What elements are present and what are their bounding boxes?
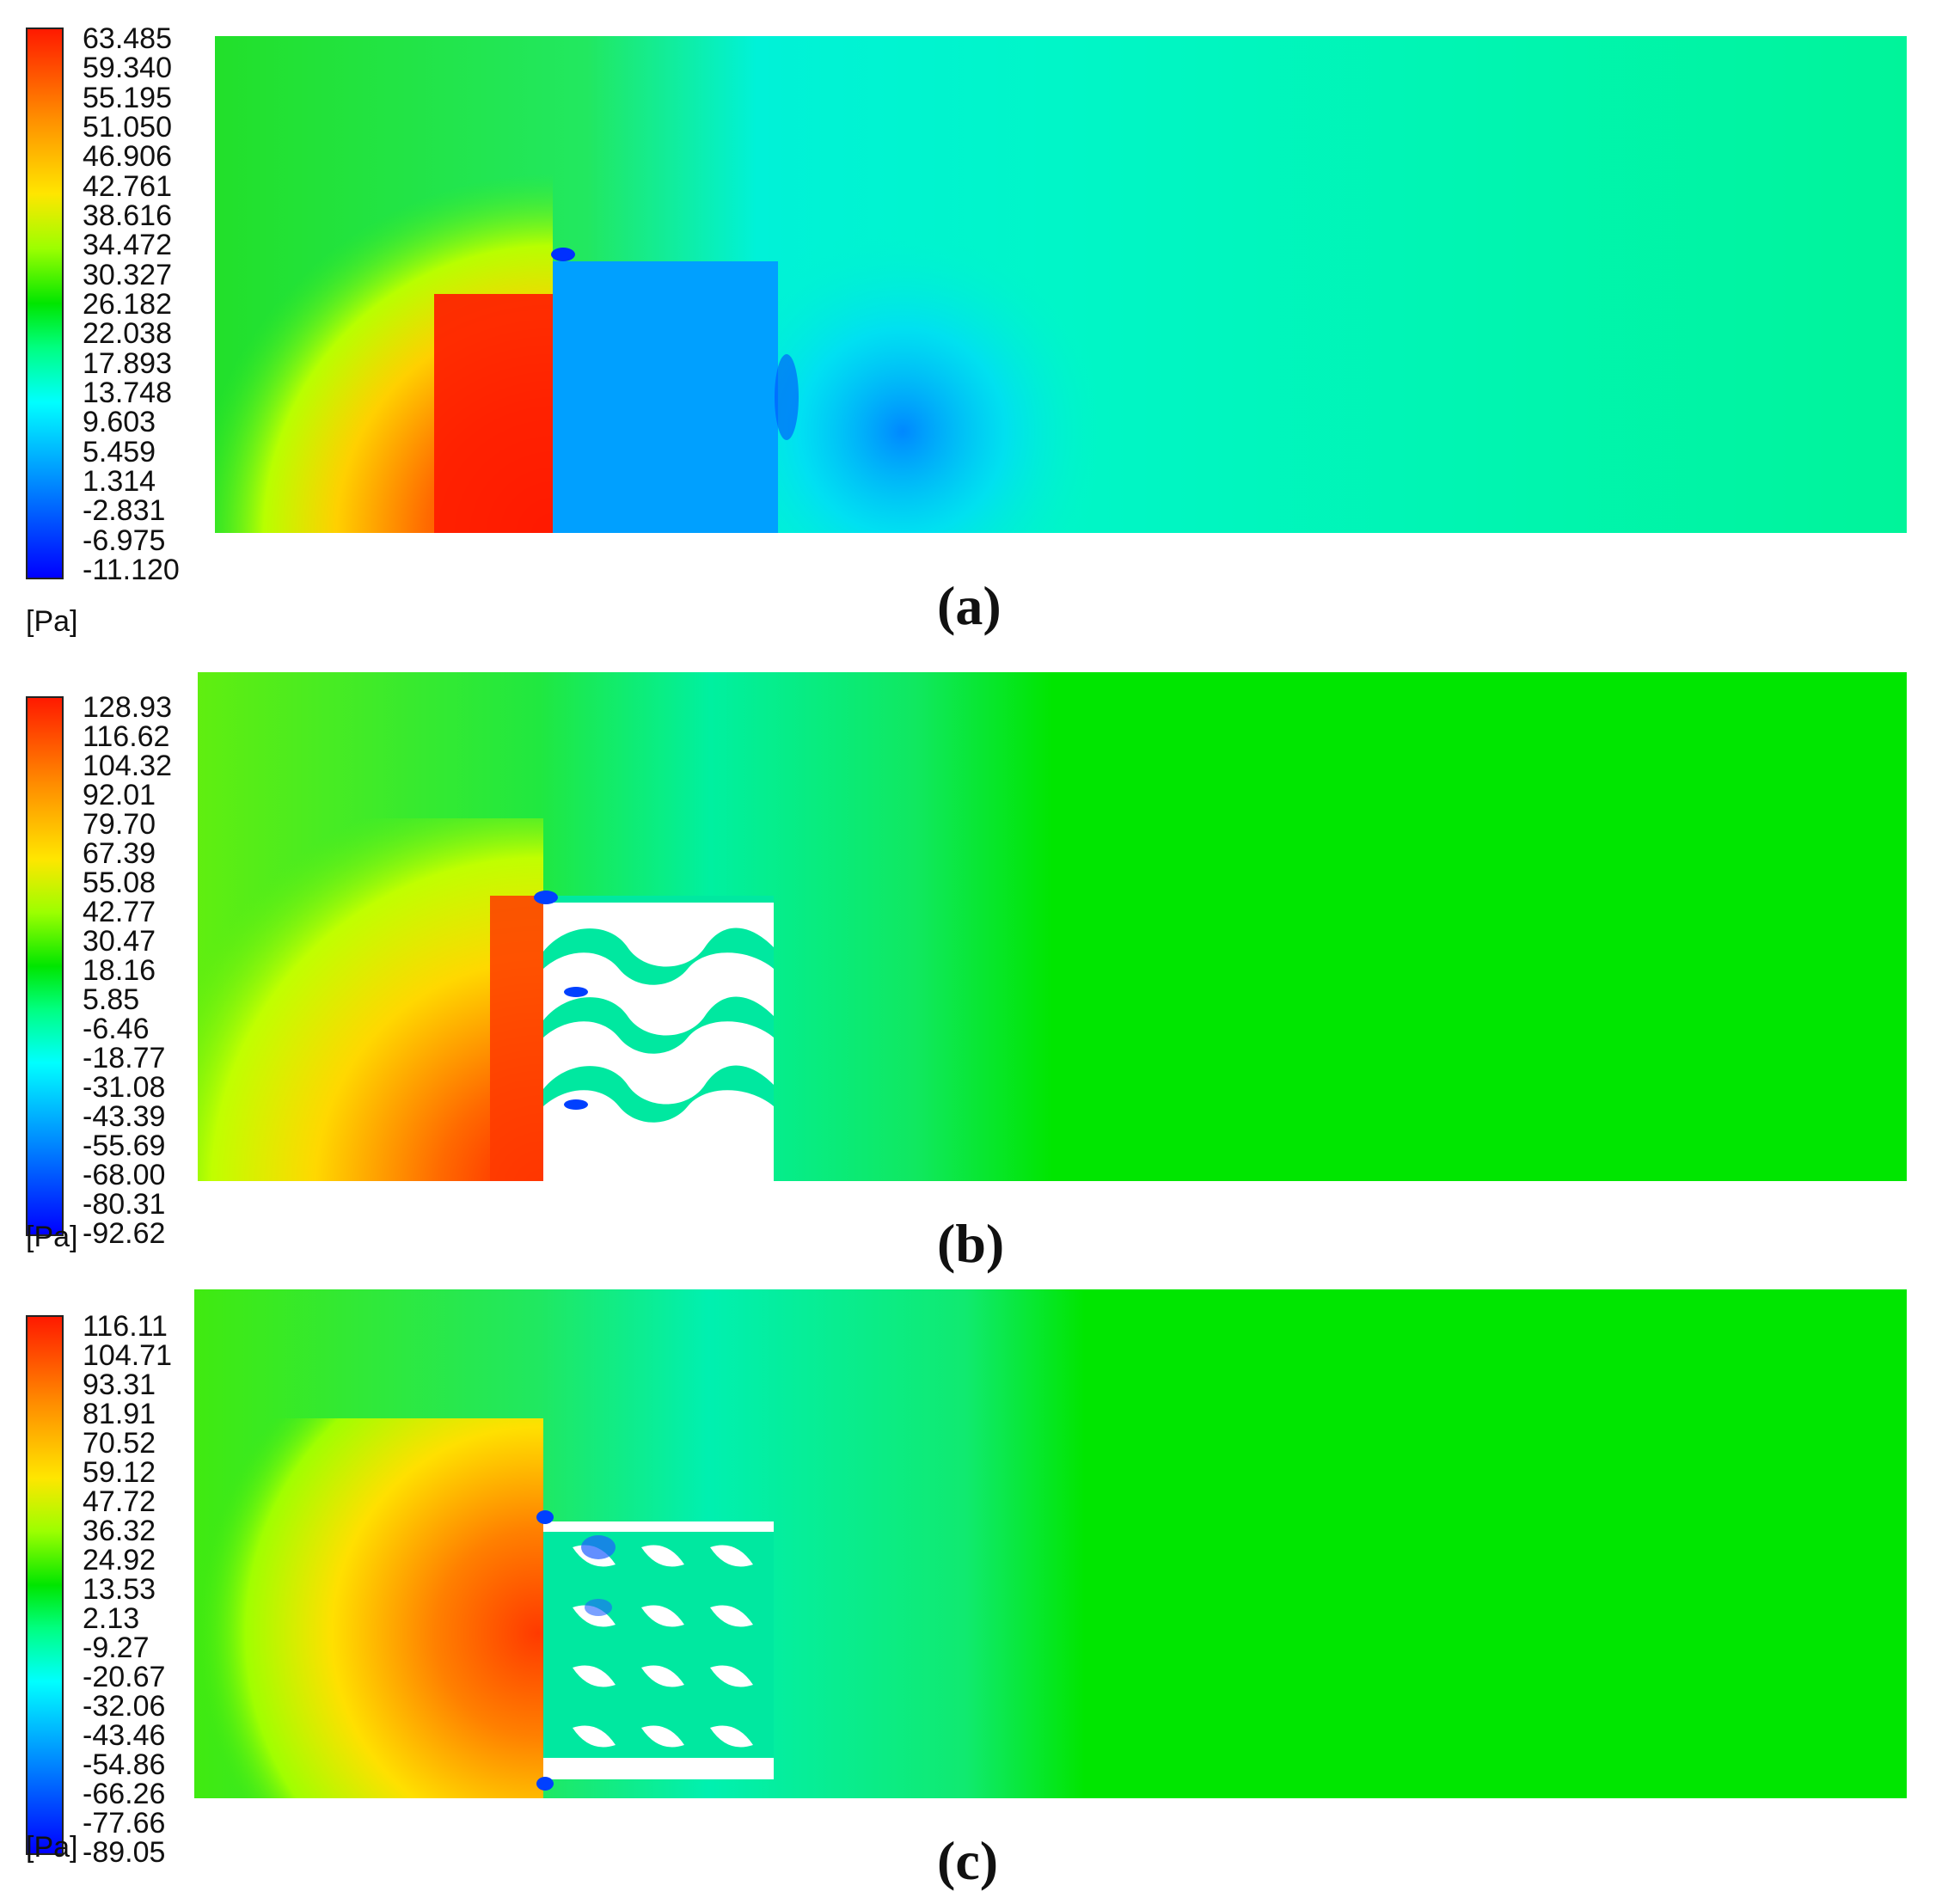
- tick-label: 24.92: [83, 1544, 156, 1576]
- unit-label: [Pa]: [26, 1831, 78, 1864]
- panel-a: 63.485 59.340 55.195 51.050 46.906 42.76…: [0, 0, 1948, 638]
- tick-label: 13.748: [83, 376, 172, 409]
- tick-label: 92.01: [83, 779, 156, 811]
- tick-label: 59.12: [83, 1456, 156, 1489]
- tick-label: 18.16: [83, 954, 156, 987]
- colorbar-b: [26, 696, 64, 1236]
- tick-label: -68.00: [83, 1159, 166, 1191]
- tick-label: 104.32: [83, 750, 172, 782]
- panel-c: 116.11 104.71 93.31 81.91 70.52 59.12 47…: [0, 1272, 1948, 1904]
- tick-label: -80.31: [83, 1188, 166, 1221]
- obstacle-wavy-b: [543, 903, 774, 1181]
- tick-label: 5.85: [83, 983, 140, 1016]
- tick-label: 59.340: [83, 52, 172, 85]
- tick-label: -43.39: [83, 1100, 166, 1133]
- tick-label: -9.27: [83, 1632, 150, 1664]
- colorbar-c: [26, 1315, 64, 1855]
- tick-label: 116.11: [83, 1310, 168, 1343]
- tick-label: -20.67: [83, 1661, 166, 1693]
- colorbar-ticks-b: 128.93 116.62 104.32 92.01 79.70 67.39 5…: [83, 691, 172, 1248]
- panel-label-c: (c): [937, 1830, 999, 1891]
- tick-label: -2.831: [83, 494, 166, 528]
- tick-label: 46.906: [83, 140, 172, 174]
- tick-label: 55.195: [83, 81, 172, 114]
- obstacle-block-a: [553, 261, 778, 533]
- tick-label: 5.459: [83, 435, 156, 468]
- tick-label: 42.761: [83, 169, 172, 203]
- tick-label: 34.472: [83, 229, 172, 262]
- tick-label: 81.91: [83, 1398, 156, 1430]
- tick-label: -55.69: [83, 1130, 166, 1162]
- panel-b: 128.93 116.62 104.32 92.01 79.70 67.39 5…: [0, 662, 1948, 1274]
- unit-label: [Pa]: [26, 605, 78, 638]
- colorbar-ticks-c: 116.11 104.71 93.31 81.91 70.52 59.12 47…: [83, 1310, 172, 1867]
- pressure-contour-a: [215, 36, 1907, 533]
- tick-label: 1.314: [83, 464, 156, 498]
- contour-svg-c: [194, 1289, 1907, 1798]
- contour-svg-a: [215, 36, 1907, 533]
- tick-label: 2.13: [83, 1602, 140, 1635]
- tick-label: -6.975: [83, 523, 166, 557]
- tick-label: 26.182: [83, 287, 172, 321]
- tick-label: 67.39: [83, 837, 156, 870]
- tick-label: 70.52: [83, 1427, 156, 1460]
- panel-label-a: (a): [937, 575, 1002, 636]
- tick-label: 79.70: [83, 808, 156, 841]
- colorbar-a: [26, 28, 64, 579]
- tick-label: 30.47: [83, 925, 156, 958]
- tick-label: -18.77: [83, 1042, 166, 1074]
- tick-label: 22.038: [83, 317, 172, 351]
- tick-label: -92.62: [83, 1217, 166, 1250]
- pressure-contour-c: [194, 1289, 1907, 1798]
- tick-label: 51.050: [83, 110, 172, 144]
- tick-label: -77.66: [83, 1807, 166, 1840]
- tick-label: -6.46: [83, 1013, 150, 1045]
- tick-label: 116.62: [83, 720, 170, 753]
- tick-label: -32.06: [83, 1690, 166, 1723]
- tick-label: 93.31: [83, 1368, 156, 1401]
- tick-label: -89.05: [83, 1836, 166, 1869]
- colorbar-ticks-a: 63.485 59.340 55.195 51.050 46.906 42.76…: [83, 24, 180, 585]
- tick-label: 42.77: [83, 896, 156, 928]
- tick-label: 38.616: [83, 199, 172, 232]
- tick-label: 47.72: [83, 1485, 156, 1518]
- tick-label: 13.53: [83, 1573, 156, 1606]
- tick-label: -43.46: [83, 1719, 166, 1752]
- tick-label: -11.120: [83, 553, 180, 586]
- panel-label-b: (b): [937, 1213, 1005, 1274]
- unit-label: [Pa]: [26, 1221, 78, 1253]
- tick-label: 104.71: [83, 1339, 172, 1372]
- tick-label: -31.08: [83, 1071, 166, 1104]
- tick-label: 30.327: [83, 258, 172, 291]
- tick-label: 128.93: [83, 691, 172, 724]
- tick-label: 17.893: [83, 346, 172, 380]
- tick-label: -54.86: [83, 1748, 166, 1781]
- tick-label: 63.485: [83, 22, 172, 55]
- tick-label: -66.26: [83, 1778, 166, 1810]
- tick-label: 9.603: [83, 406, 156, 439]
- tick-label: 55.08: [83, 866, 156, 899]
- contour-svg-b: [198, 672, 1907, 1181]
- pressure-contour-b: [198, 672, 1907, 1181]
- tick-label: 36.32: [83, 1515, 156, 1547]
